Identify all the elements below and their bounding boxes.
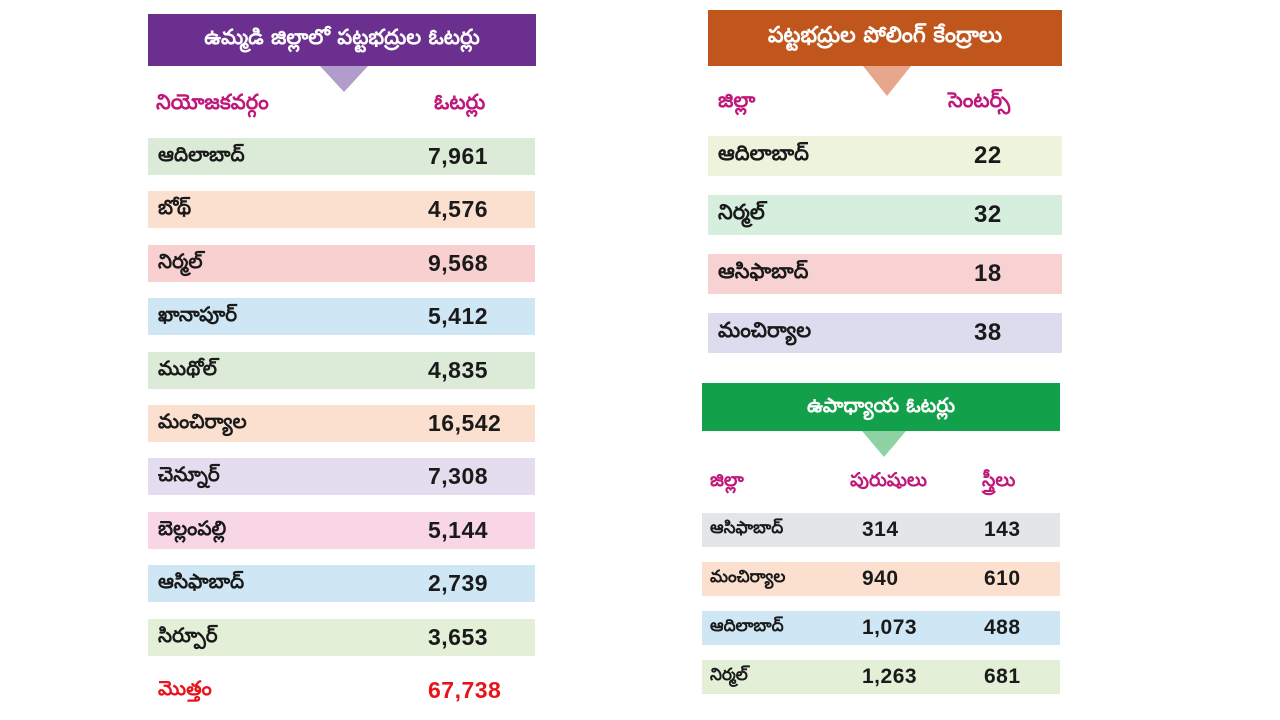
table-row: ఖానాపూర్ 5,412 <box>148 298 535 336</box>
constituency-name: నిర్మల్ <box>158 248 203 273</box>
men-count: 314 <box>862 518 899 541</box>
men-count: 940 <box>862 567 899 590</box>
voter-count: 4,576 <box>428 196 489 223</box>
column-header-women: స్త్రీలు <box>982 469 1016 491</box>
district-name: ఆదిలాబాద్ <box>718 141 809 165</box>
men-count: 1,073 <box>862 616 918 639</box>
teacher-voters-title-text: ఉపాధ్యాయ ఓటర్లు <box>806 392 956 417</box>
table-row: ముథోల్ 4,835 <box>148 351 535 389</box>
table-row: నిర్మల్ 32 <box>708 195 1062 235</box>
district-name: మంచిర్యాల <box>718 318 812 342</box>
table-row: మంచిర్యాల 16,542 <box>148 405 535 442</box>
teacher-voters-title: ఉపాధ్యాయ ఓటర్లు <box>702 383 1060 431</box>
constituency-name: మంచిర్యాల <box>158 409 247 433</box>
title-pointer <box>863 66 911 96</box>
total-row: మొత్తం 67,738 <box>148 672 535 709</box>
constituency-name: చెన్నూర్ <box>158 462 220 487</box>
voter-count: 5,412 <box>428 303 489 330</box>
voter-count: 3,653 <box>428 623 489 650</box>
constituency-name: బోథ్ <box>158 195 192 220</box>
title-pointer <box>320 66 368 92</box>
column-header-constituency: నియోజకవర్గం <box>156 90 269 114</box>
women-count: 681 <box>984 665 1021 688</box>
polling-centers-title-text: పట్టభద్రుల పోలింగ్ కేంద్రాలు <box>767 23 1003 48</box>
voter-count: 7,308 <box>428 463 489 490</box>
total-label: మొత్తం <box>158 676 212 700</box>
constituency-name: ఖానాపూర్ <box>158 302 238 327</box>
column-header-voters: ఓటర్లు <box>434 90 486 114</box>
table-row: మంచిర్యాల 38 <box>708 313 1062 353</box>
voter-count: 7,961 <box>428 143 489 169</box>
table-row: సిర్పూర్ 3,653 <box>148 618 535 656</box>
center-count: 22 <box>974 142 1002 169</box>
table-row: బెల్లంపల్లి 5,144 <box>148 511 535 549</box>
center-count: 18 <box>974 260 1002 287</box>
column-header-district: జిల్లా <box>718 88 756 112</box>
district-name: ఆసిఫాబాద్ <box>718 259 809 283</box>
table-row: ఆదిలాబాద్ 1,073 488 <box>702 611 1060 645</box>
total-voter-count: 67,738 <box>428 677 502 703</box>
table-row: ఆసిఫాబాద్ 314 143 <box>702 513 1060 547</box>
constituency-name: ఆదిలాబాద్ <box>158 142 245 166</box>
teacher-voters-table: ఉపాధ్యాయ ఓటర్లు జిల్లా పురుషులు స్త్రీలు… <box>702 383 1060 698</box>
men-count: 1,263 <box>862 665 918 688</box>
district-name: నిర్మల్ <box>710 665 748 685</box>
column-header-men: పురుషులు <box>850 469 927 491</box>
constituency-name: ఆసిఫాబాద్ <box>158 569 245 594</box>
district-name: నిర్మల్ <box>718 200 765 224</box>
voter-count: 9,568 <box>428 249 489 276</box>
graduate-voters-title: ఉమ్మడి జిల్లాలో పట్టభద్రుల ఓటర్లు <box>148 14 536 66</box>
voter-count: 16,542 <box>428 410 502 436</box>
constituency-name: బెల్లంపల్లి <box>158 515 227 540</box>
column-header-district: జిల్లా <box>710 469 744 491</box>
district-name: ఆసిఫాబాద్ <box>710 518 784 538</box>
polling-centers-title: పట్టభద్రుల పోలింగ్ కేంద్రాలు <box>708 10 1062 66</box>
table-row: ఆదిలాబాద్ 7,961 <box>148 138 535 175</box>
table-row: ఆసిఫాబాద్ 2,739 <box>148 565 535 603</box>
table-row: నిర్మల్ 1,263 681 <box>702 660 1060 694</box>
voter-count: 4,835 <box>428 356 489 383</box>
column-header-centers: సెంటర్స్ <box>948 88 1011 112</box>
table-row: మంచిర్యాల 940 610 <box>702 562 1060 596</box>
women-count: 143 <box>984 518 1021 541</box>
center-count: 32 <box>974 201 1002 228</box>
table-row: ఆసిఫాబాద్ 18 <box>708 254 1062 294</box>
center-count: 38 <box>974 319 1002 346</box>
district-name: మంచిర్యాల <box>710 567 786 587</box>
women-count: 488 <box>984 616 1021 639</box>
voter-count: 5,144 <box>428 516 489 543</box>
table-row: బోథ్ 4,576 <box>148 191 535 229</box>
constituency-name: సిర్పూర్ <box>158 622 218 647</box>
title-pointer <box>862 431 906 457</box>
polling-centers-table: పట్టభద్రుల పోలింగ్ కేంద్రాలు జిల్లా సెంట… <box>708 10 1062 360</box>
district-name: ఆదిలాబాద్ <box>710 616 784 636</box>
table-row: ఆదిలాబాద్ 22 <box>708 136 1062 176</box>
constituency-name: ముథోల్ <box>158 355 217 380</box>
graduate-voters-title-text: ఉమ్మడి జిల్లాలో పట్టభద్రుల ఓటర్లు <box>204 25 480 49</box>
graduate-voters-table: ఉమ్మడి జిల్లాలో పట్టభద్రుల ఓటర్లు నియోజక… <box>148 14 536 714</box>
voter-count: 2,739 <box>428 570 489 597</box>
table-row: నిర్మల్ 9,568 <box>148 244 535 282</box>
women-count: 610 <box>984 567 1021 590</box>
table-row: చెన్నూర్ 7,308 <box>148 458 535 496</box>
